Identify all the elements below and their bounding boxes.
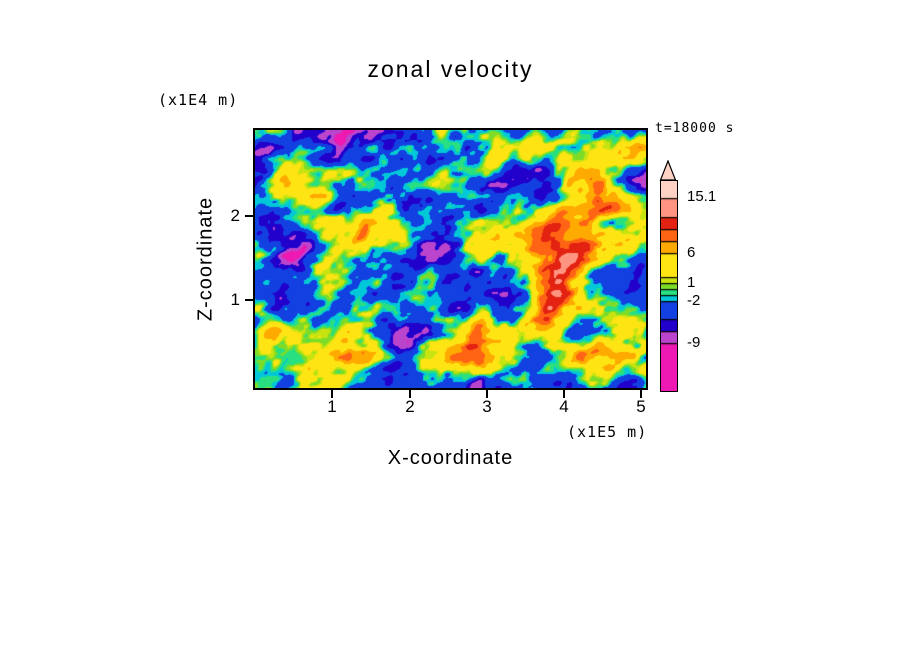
time-annotation: t=18000 s: [655, 121, 735, 136]
x-tick-label: 1: [327, 397, 337, 416]
colorbar-label: 15.1: [687, 188, 717, 205]
colorbar-arrow: [659, 160, 677, 181]
y-axis-title: Z-coordinate: [194, 196, 217, 322]
x-axis-tick: [486, 390, 488, 398]
x-tick-label: 2: [405, 397, 415, 416]
velocity-field-canvas: [255, 130, 646, 388]
y-tick-label: 1: [230, 290, 240, 309]
x-axis-tick: [640, 390, 642, 398]
chart-title: zonal velocity: [367, 56, 534, 82]
y-axis-unit-label: (x1E4 m): [158, 91, 239, 109]
x-axis-tick: [409, 390, 411, 398]
y-axis-tick: [245, 299, 253, 301]
colorbar-label: -2: [687, 292, 701, 309]
x-tick-label: 4: [559, 397, 569, 416]
x-axis-tick: [331, 390, 333, 398]
x-tick-label: 5: [636, 397, 646, 416]
x-axis-title: X-coordinate: [387, 447, 514, 469]
colorbar-label: 6: [687, 244, 696, 261]
x-tick-label: 3: [482, 397, 492, 416]
colorbar: [660, 180, 678, 392]
colorbar-label: 1: [687, 274, 696, 291]
colorbar-label: -9: [687, 334, 701, 351]
plot-frame: [253, 128, 648, 390]
y-axis-tick: [245, 215, 253, 217]
y-tick-label: 2: [230, 206, 240, 225]
colorbar-canvas: [661, 181, 677, 391]
x-axis-unit-label: (x1E5 m): [567, 423, 648, 441]
x-axis-tick: [563, 390, 565, 398]
